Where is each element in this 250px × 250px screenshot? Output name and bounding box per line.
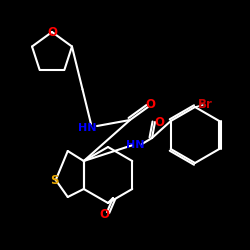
Text: HN: HN (78, 123, 96, 133)
Text: Br: Br (198, 98, 212, 112)
Text: S: S (50, 174, 59, 186)
Text: O: O (145, 98, 155, 112)
Text: HN: HN (126, 140, 144, 150)
Text: O: O (154, 116, 164, 128)
Text: O: O (47, 26, 57, 38)
Text: O: O (99, 208, 109, 220)
